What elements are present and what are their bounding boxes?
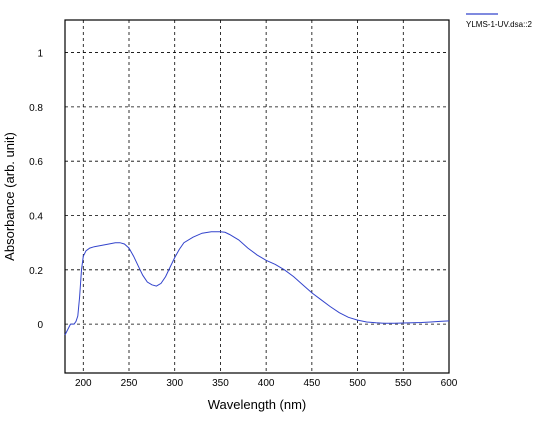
x-tick-label: 450 xyxy=(304,378,321,389)
x-tick-label: 200 xyxy=(75,378,92,389)
x-tick-label: 250 xyxy=(121,378,138,389)
x-tick-label: 400 xyxy=(258,378,275,389)
legend-label: YLMS-1-UV.dsa::2 xyxy=(466,20,533,29)
x-tick-label: 600 xyxy=(441,378,458,389)
y-axis-title: Absorbance (arb. unit) xyxy=(2,132,17,261)
y-tick-label: 0.4 xyxy=(29,212,43,223)
y-tick-label: 1 xyxy=(37,49,43,60)
x-tick-label: 350 xyxy=(212,378,229,389)
y-axis-ticks: 0 0.2 0.4 0.6 0.8 1 xyxy=(29,49,43,332)
x-tick-label: 300 xyxy=(166,378,183,389)
series-line xyxy=(64,231,450,336)
x-axis-title: Wavelength (nm) xyxy=(208,397,307,412)
x-tick-label: 500 xyxy=(349,378,366,389)
y-tick-label: 0.2 xyxy=(29,266,43,277)
legend: YLMS-1-UV.dsa::2 xyxy=(466,13,533,29)
x-tick-label: 550 xyxy=(395,378,412,389)
y-tick-label: 0.6 xyxy=(29,157,43,168)
x-axis-ticks: 200 250 300 350 400 450 500 550 600 xyxy=(75,378,458,389)
y-tick-label: 0.8 xyxy=(29,103,43,114)
y-tick-label: 0 xyxy=(37,320,43,331)
plot-area xyxy=(64,19,450,374)
